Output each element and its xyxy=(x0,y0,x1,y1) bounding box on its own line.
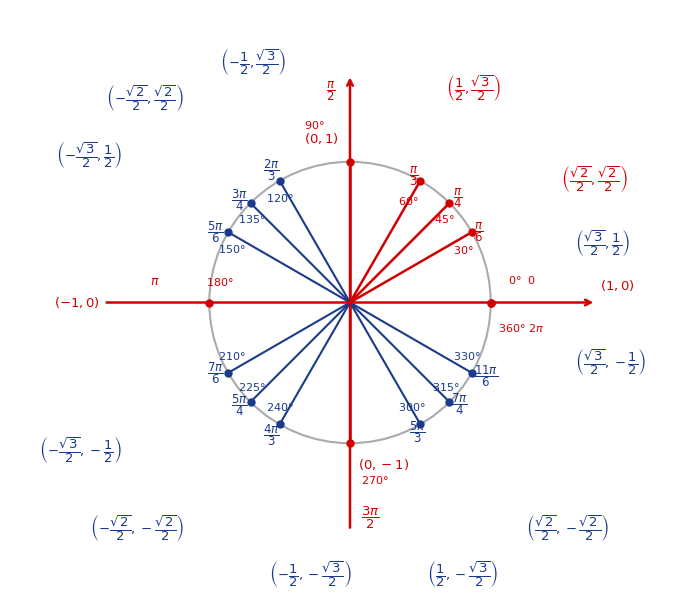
Text: $180°$: $180°$ xyxy=(206,276,235,289)
Text: $\dfrac{5\pi}{6}$: $\dfrac{5\pi}{6}$ xyxy=(206,219,223,245)
Text: $135°$: $135°$ xyxy=(238,214,265,226)
Text: $\dfrac{2\pi}{3}$: $\dfrac{2\pi}{3}$ xyxy=(263,157,280,183)
Text: $\dfrac{\pi}{3}$: $\dfrac{\pi}{3}$ xyxy=(409,164,419,188)
Text: $\left(\dfrac{1}{2},\dfrac{\sqrt{3}}{2}\right)$: $\left(\dfrac{1}{2},\dfrac{\sqrt{3}}{2}\… xyxy=(446,73,501,103)
Text: $(1,0)$: $(1,0)$ xyxy=(601,278,636,293)
Text: $225°$: $225°$ xyxy=(238,381,265,393)
Text: $(-1,0)$: $(-1,0)$ xyxy=(54,295,99,310)
Text: $\left(-\dfrac{\sqrt{3}}{2},\dfrac{1}{2}\right)$: $\left(-\dfrac{\sqrt{3}}{2},\dfrac{1}{2}… xyxy=(56,140,122,170)
Text: $0°\ \ 0$: $0°\ \ 0$ xyxy=(508,273,536,286)
Text: $\dfrac{7\pi}{6}$: $\dfrac{7\pi}{6}$ xyxy=(206,360,223,386)
Text: $\left(\dfrac{\sqrt{3}}{2},-\dfrac{1}{2}\right)$: $\left(\dfrac{\sqrt{3}}{2},-\dfrac{1}{2}… xyxy=(575,347,647,376)
Text: $(0,-1)$: $(0,-1)$ xyxy=(358,457,410,473)
Text: $30°$: $30°$ xyxy=(453,244,473,257)
Text: $\left(-\dfrac{1}{2},-\dfrac{\sqrt{3}}{2}\right)$: $\left(-\dfrac{1}{2},-\dfrac{\sqrt{3}}{2… xyxy=(270,558,352,589)
Text: $\left(-\dfrac{\sqrt{3}}{2},-\dfrac{1}{2}\right)$: $\left(-\dfrac{\sqrt{3}}{2},-\dfrac{1}{2… xyxy=(39,435,122,465)
Text: $\dfrac{3\pi}{2}$: $\dfrac{3\pi}{2}$ xyxy=(361,505,380,531)
Text: $\dfrac{11\pi}{6}$: $\dfrac{11\pi}{6}$ xyxy=(474,363,498,388)
Text: $\left(-\dfrac{\sqrt{2}}{2},-\dfrac{\sqrt{2}}{2}\right)$: $\left(-\dfrac{\sqrt{2}}{2},-\dfrac{\sqr… xyxy=(90,512,184,543)
Text: $\pi$: $\pi$ xyxy=(150,275,160,289)
Text: $270°$: $270°$ xyxy=(361,474,389,486)
Text: $330°$: $330°$ xyxy=(453,350,480,362)
Text: $\left(\dfrac{\sqrt{3}}{2},\dfrac{1}{2}\right)$: $\left(\dfrac{\sqrt{3}}{2},\dfrac{1}{2}\… xyxy=(575,229,631,258)
Text: $300°$: $300°$ xyxy=(398,401,426,413)
Text: $45°$: $45°$ xyxy=(435,214,455,226)
Text: $\left(-\dfrac{1}{2},\dfrac{\sqrt{3}}{2}\right)$: $\left(-\dfrac{1}{2},\dfrac{\sqrt{3}}{2}… xyxy=(220,47,287,77)
Text: $60°$: $60°$ xyxy=(398,195,419,207)
Text: $\left(\dfrac{\sqrt{2}}{2},-\dfrac{\sqrt{2}}{2}\right)$: $\left(\dfrac{\sqrt{2}}{2},-\dfrac{\sqrt… xyxy=(526,512,609,543)
Text: $150°$: $150°$ xyxy=(218,243,246,255)
Text: $\dfrac{\pi}{6}$: $\dfrac{\pi}{6}$ xyxy=(474,220,483,244)
Text: $\dfrac{5\pi}{3}$: $\dfrac{5\pi}{3}$ xyxy=(409,419,426,445)
Text: $210°$: $210°$ xyxy=(218,350,246,362)
Text: $\left(\dfrac{\sqrt{2}}{2},\dfrac{\sqrt{2}}{2}\right)$: $\left(\dfrac{\sqrt{2}}{2},\dfrac{\sqrt{… xyxy=(561,164,628,194)
Text: $315°$: $315°$ xyxy=(432,381,459,393)
Text: $(0,1)$: $(0,1)$ xyxy=(304,131,339,146)
Text: $\dfrac{5\pi}{4}$: $\dfrac{5\pi}{4}$ xyxy=(230,393,247,418)
Text: $360°\ 2\pi$: $360°\ 2\pi$ xyxy=(498,322,544,334)
Text: $120°$: $120°$ xyxy=(266,192,294,204)
Text: $\dfrac{4\pi}{3}$: $\dfrac{4\pi}{3}$ xyxy=(263,422,280,448)
Text: $\left(-\dfrac{\sqrt{2}}{2},\dfrac{\sqrt{2}}{2}\right)$: $\left(-\dfrac{\sqrt{2}}{2},\dfrac{\sqrt… xyxy=(106,83,184,114)
Text: $\dfrac{\pi}{4}$: $\dfrac{\pi}{4}$ xyxy=(453,186,462,210)
Text: $\dfrac{3\pi}{4}$: $\dfrac{3\pi}{4}$ xyxy=(230,187,247,212)
Text: $\left(\dfrac{1}{2},-\dfrac{\sqrt{3}}{2}\right)$: $\left(\dfrac{1}{2},-\dfrac{\sqrt{3}}{2}… xyxy=(428,558,499,589)
Text: $240°$: $240°$ xyxy=(266,401,294,413)
Text: $90°$: $90°$ xyxy=(304,119,325,131)
Text: $\dfrac{7\pi}{4}$: $\dfrac{7\pi}{4}$ xyxy=(452,391,468,417)
Text: $\dfrac{\pi}{2}$: $\dfrac{\pi}{2}$ xyxy=(326,79,336,103)
